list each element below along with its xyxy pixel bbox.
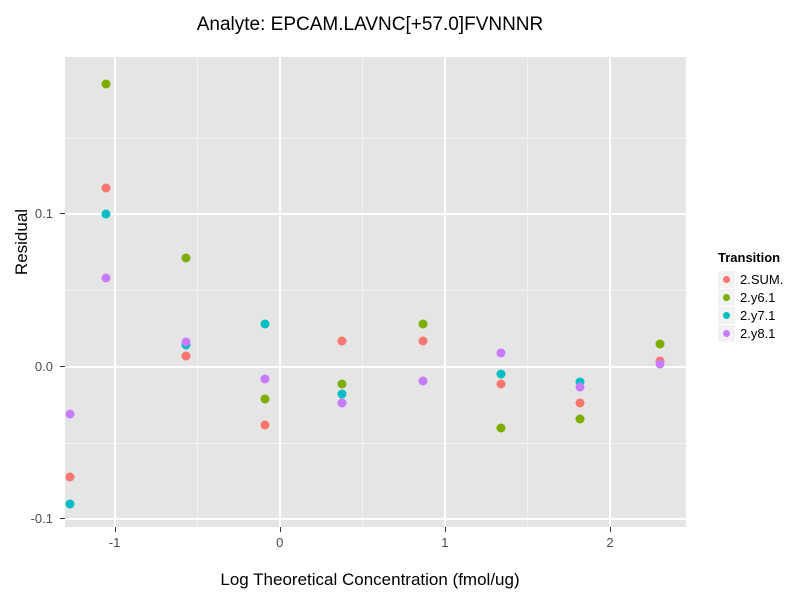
data-point (260, 319, 270, 329)
y-tick-mark (60, 213, 65, 215)
legend-color-key (718, 324, 735, 342)
data-point (418, 319, 428, 329)
gridline-major-horizontal (65, 518, 686, 521)
legend-dot-icon (723, 293, 730, 301)
data-point (337, 336, 347, 346)
data-point (418, 376, 428, 385)
gridline-minor-horizontal (65, 290, 686, 292)
data-point (337, 398, 347, 408)
legend-color-key (718, 306, 735, 324)
chart-title: Analyte: EPCAM.LAVNC[+57.0]FVNNNR (196, 14, 544, 35)
data-point (337, 389, 347, 399)
legend-item-label: 2.SUM. (740, 271, 784, 287)
x-tick-mark (114, 527, 116, 532)
x-tick-label: 2 (606, 535, 614, 550)
gridline-minor-horizontal (65, 443, 686, 445)
y-tick-mark (60, 365, 65, 367)
y-tick-label: 0.0 (34, 358, 53, 374)
data-point (496, 379, 506, 389)
data-point (655, 359, 665, 369)
x-tick-mark (279, 527, 281, 532)
x-tick-mark (444, 527, 446, 532)
legend-item-label: 2.y6.1 (740, 289, 776, 305)
legend-item: 2.y7.1 (718, 306, 783, 324)
gridline-major-horizontal (65, 365, 686, 368)
data-point (181, 337, 191, 347)
y-axis-title: Residual (12, 208, 31, 276)
y-tick-mark (60, 518, 65, 520)
data-point (101, 209, 111, 219)
data-point (337, 379, 347, 389)
gridline-major-vertical (113, 57, 116, 527)
legend-color-key (718, 270, 735, 288)
legend-items: 2.SUM. 2.y6.1 2.y7.1 2.y8.1 (718, 270, 783, 342)
data-point (496, 369, 506, 379)
chart-legend: Transition 2.SUM. 2.y6.1 2.y7.1 2.y8.1 (718, 250, 783, 342)
data-point (65, 499, 75, 509)
y-tick-label: 0.1 (34, 206, 53, 222)
gridline-major-vertical (278, 57, 281, 527)
data-point (496, 348, 506, 358)
gridline-minor-horizontal (65, 137, 686, 139)
data-point (65, 472, 75, 482)
gridline-major-vertical (609, 57, 612, 527)
data-point (65, 409, 75, 419)
x-tick-label: -1 (108, 535, 121, 550)
data-point (418, 336, 428, 346)
data-point (101, 273, 111, 283)
legend-item: 2.SUM. (718, 270, 783, 288)
gridline-major-vertical (443, 57, 446, 527)
data-point (496, 423, 506, 433)
data-point (181, 253, 191, 263)
legend-color-key (718, 288, 735, 306)
legend-item-label: 2.y8.1 (740, 325, 776, 341)
plot-panel (65, 57, 686, 527)
y-tick-label: -0.1 (30, 511, 53, 527)
data-point (575, 382, 585, 392)
gridline-minor-vertical (362, 57, 364, 527)
data-point (101, 79, 111, 89)
gridline-major-horizontal (65, 213, 686, 216)
legend-item: 2.y6.1 (718, 288, 783, 306)
x-axis-title: Log Theoretical Concentration (fmol/ug) (220, 570, 520, 589)
data-point (575, 414, 585, 424)
data-point (260, 420, 270, 430)
x-tick-label: 1 (441, 535, 449, 550)
data-point (181, 351, 191, 361)
data-point (575, 398, 585, 408)
data-point (575, 377, 585, 387)
legend-dot-icon (723, 275, 730, 283)
data-point (260, 374, 270, 384)
data-point (101, 183, 111, 193)
legend-dot-icon (723, 329, 730, 337)
x-tick-label: 0 (276, 535, 284, 550)
gridline-minor-vertical (197, 57, 199, 527)
legend-dot-icon (723, 311, 730, 319)
legend-item: 2.y8.1 (718, 324, 783, 342)
legend-title: Transition (718, 250, 781, 265)
data-point (260, 394, 270, 404)
x-tick-mark (610, 527, 612, 532)
gridline-minor-vertical (527, 57, 529, 527)
legend-item-label: 2.y7.1 (740, 307, 776, 323)
data-point (655, 339, 665, 349)
